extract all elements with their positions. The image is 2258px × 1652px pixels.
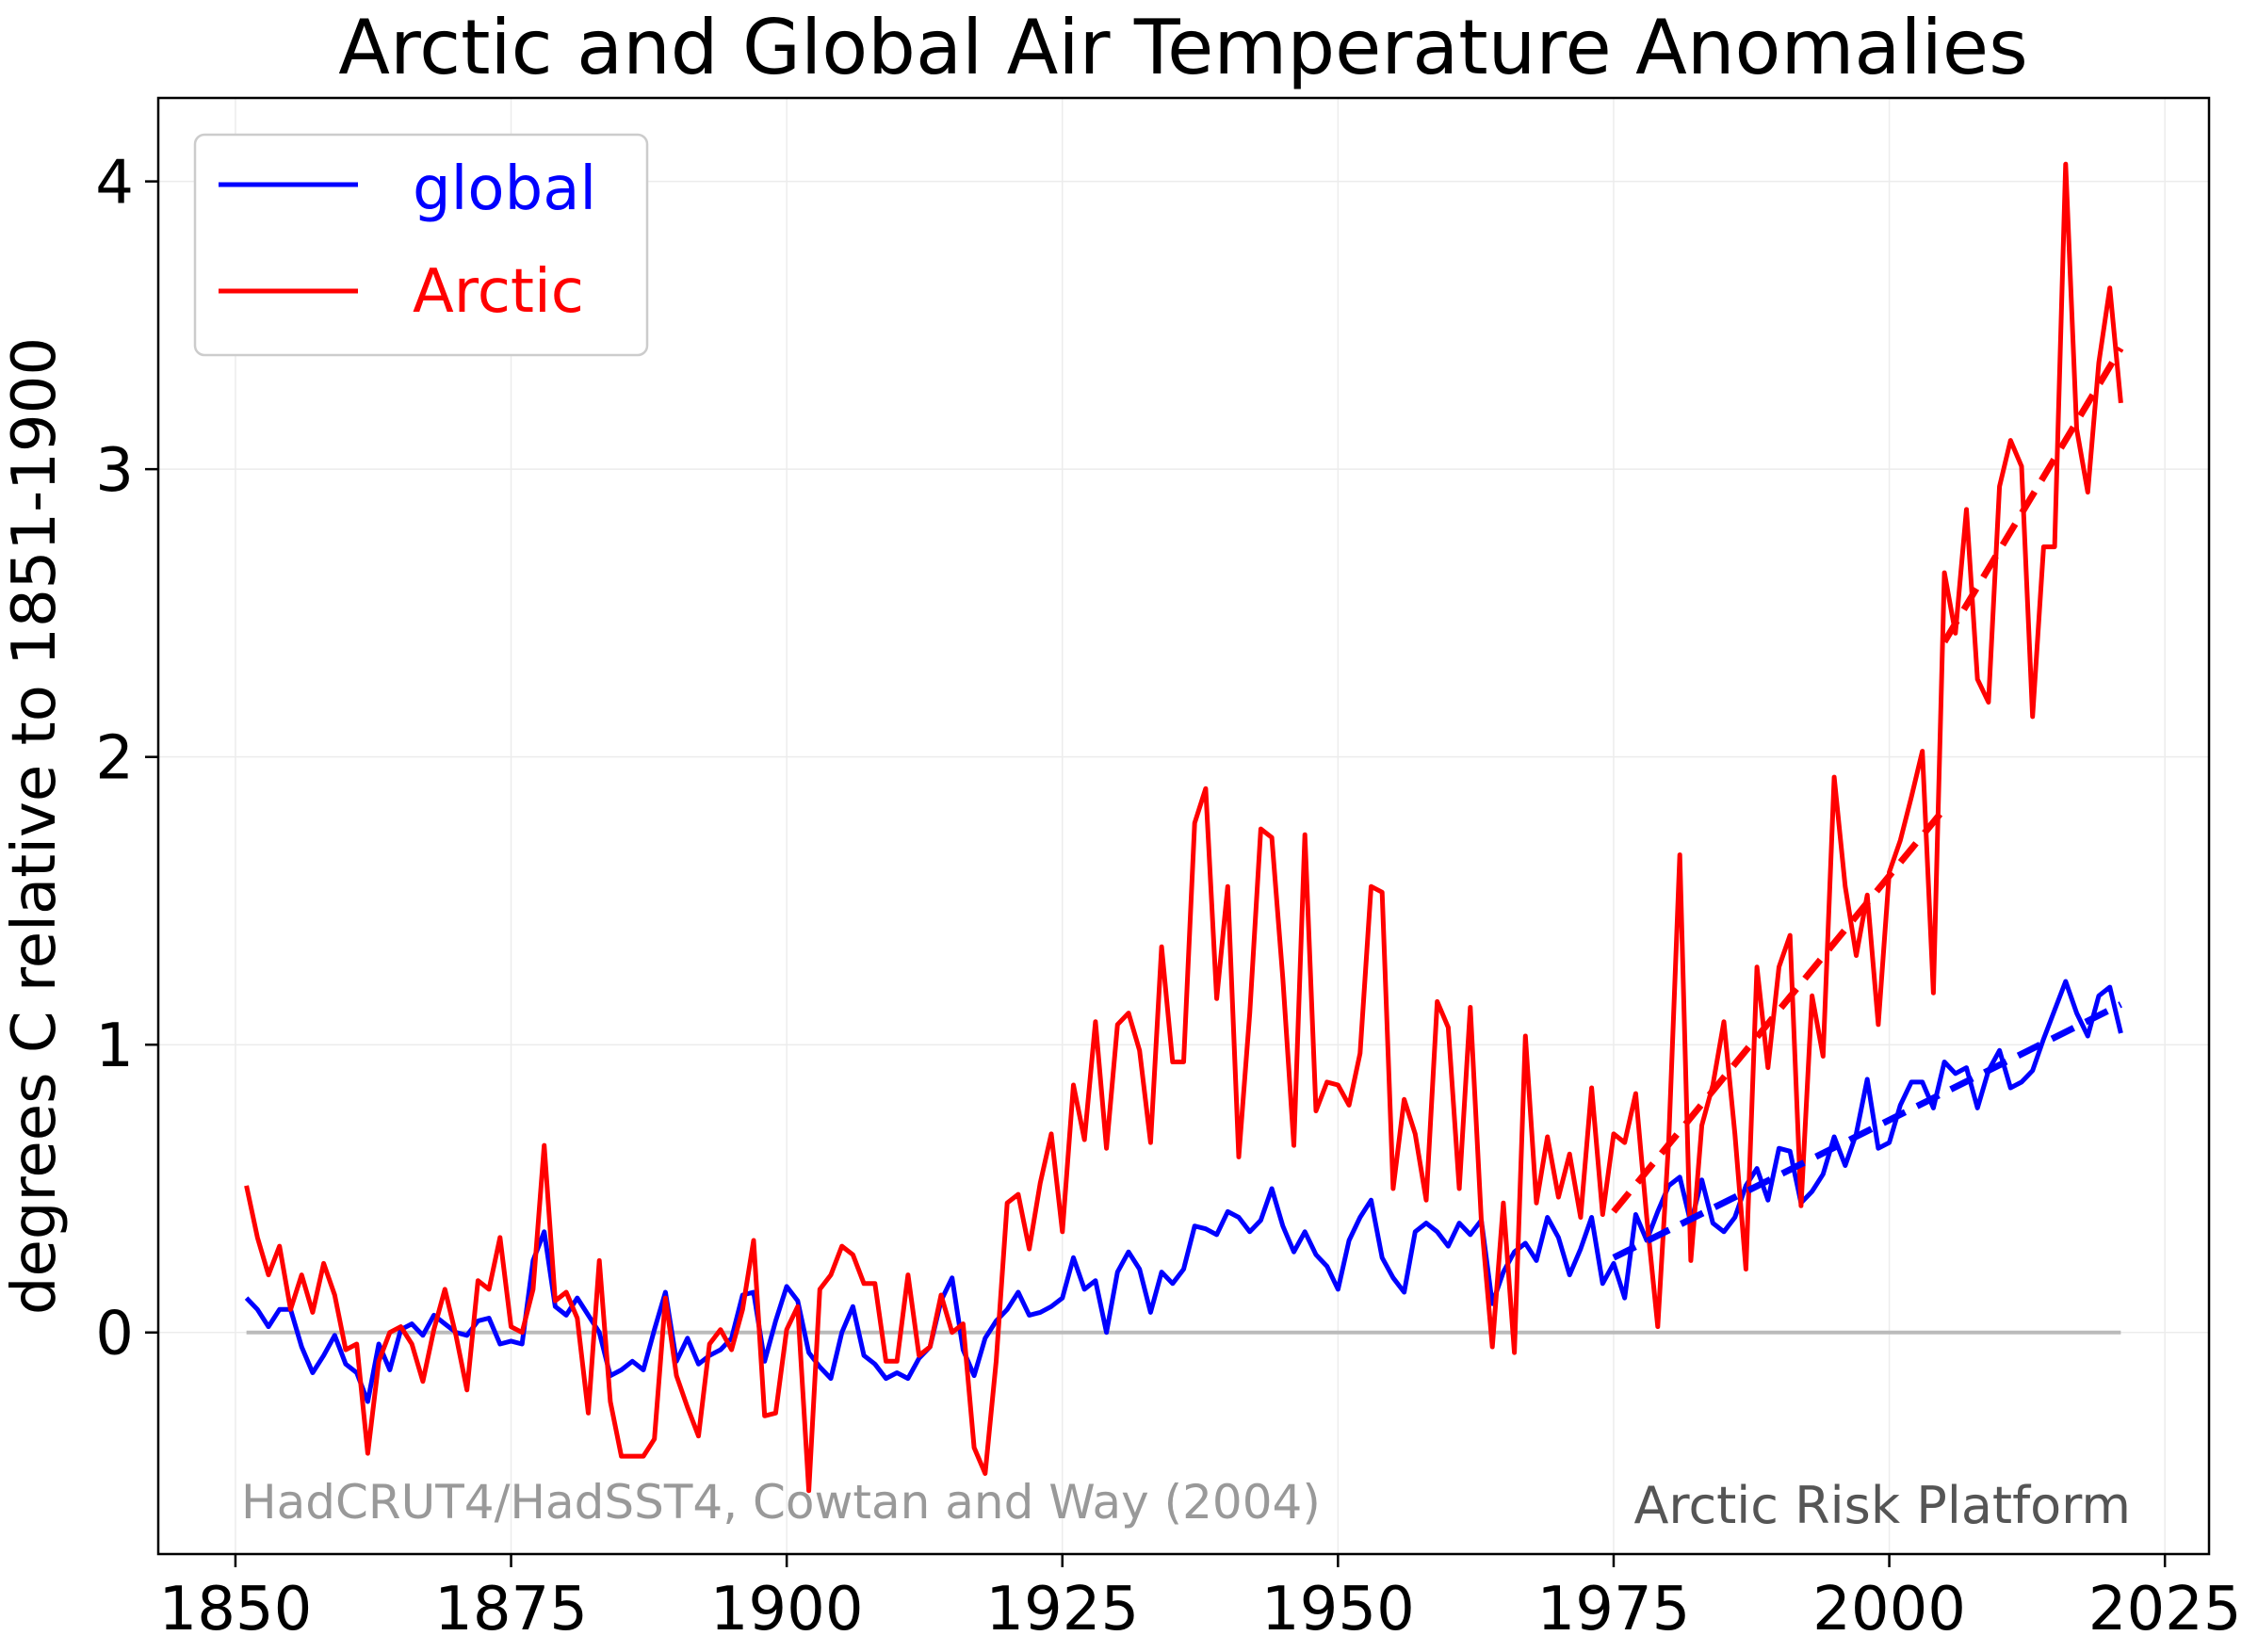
x-axis: 1850 1875 1900 1925 1950 1975 2000 2025 xyxy=(158,1554,2242,1644)
plot-frame xyxy=(156,96,2211,1556)
series-line-arctic xyxy=(244,161,2123,1494)
y-axis-label: degrees C relative to 1851-1900 xyxy=(0,337,70,1315)
y-tick-label-3: 3 xyxy=(95,436,134,506)
trend-line-arctic-0 xyxy=(1611,806,1947,1214)
platform-note: Arctic Risk Platform xyxy=(1633,1476,2131,1535)
x-tick-label-1975: 1975 xyxy=(1537,1575,1691,1644)
x-tick-label-1850: 1850 xyxy=(158,1575,312,1644)
trend-line-global-0 xyxy=(1612,1001,2122,1261)
x-tick-label-1925: 1925 xyxy=(985,1575,1139,1644)
series-layer xyxy=(244,161,2123,1494)
x-tick-label-1900: 1900 xyxy=(710,1575,864,1644)
series-line-global xyxy=(244,979,2123,1404)
legend-label-global: global xyxy=(413,154,596,224)
x-tick-label-2000: 2000 xyxy=(1812,1575,1966,1644)
chart-title: Arctic and Global Air Temperature Anomal… xyxy=(338,4,2028,91)
x-tick-label-1950: 1950 xyxy=(1261,1575,1415,1644)
legend-label-arctic: Arctic xyxy=(413,257,584,327)
y-axis: 0 1 2 3 4 xyxy=(95,149,158,1369)
y-tick-label-2: 2 xyxy=(95,724,134,794)
x-tick-label-1875: 1875 xyxy=(434,1575,588,1644)
legend-box xyxy=(193,133,649,357)
y-tick-label-4: 4 xyxy=(95,149,134,219)
x-tick-label-2025: 2025 xyxy=(2088,1575,2242,1644)
legend: global Arctic xyxy=(193,133,649,357)
trend-layer xyxy=(1611,347,2124,1261)
y-tick-label-1: 1 xyxy=(95,1012,134,1081)
trend-line-arctic-1 xyxy=(1941,347,2124,644)
source-note: HadCRUT4/HadSST4, Cowtan and Way (2004) xyxy=(241,1475,1321,1530)
y-tick-label-0: 0 xyxy=(95,1300,134,1369)
